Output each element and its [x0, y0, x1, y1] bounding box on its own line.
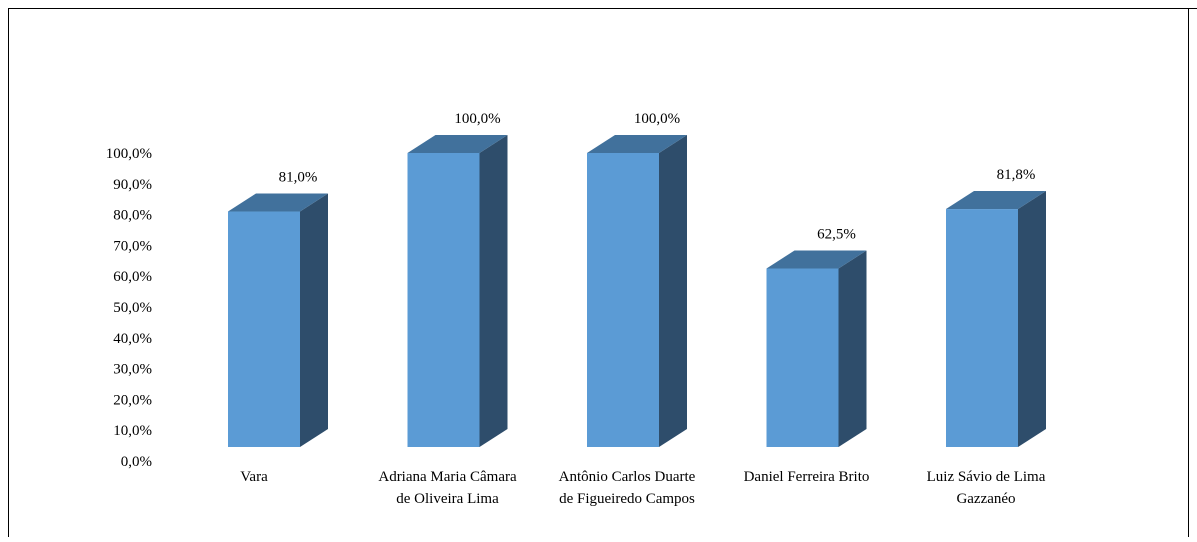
- y-tick-label: 30,0%: [113, 362, 152, 378]
- x-tick-label: de Oliveira Lima: [396, 491, 499, 507]
- y-tick-label: 20,0%: [113, 392, 152, 408]
- y-tick-label: 80,0%: [113, 208, 152, 224]
- x-tick-label: Vara: [240, 469, 268, 485]
- y-tick-label: 100,0%: [106, 146, 152, 162]
- bar: [587, 153, 659, 447]
- bar-top: [228, 193, 328, 212]
- x-tick-label: de Figueiredo Campos: [559, 491, 695, 507]
- bar: [407, 153, 480, 447]
- data-label: 81,0%: [279, 170, 318, 186]
- bar-top: [946, 191, 1046, 210]
- x-tick-label: Luiz Sávio de Lima: [927, 469, 1046, 485]
- data-label: 100,0%: [634, 111, 680, 127]
- y-tick-label: 10,0%: [113, 423, 152, 439]
- bar: [228, 211, 300, 447]
- data-label: 81,8%: [997, 167, 1036, 183]
- bar-side: [838, 250, 867, 447]
- y-tick-label: 0,0%: [121, 454, 152, 470]
- bars-group: [228, 135, 1046, 447]
- y-axis: 0,0% 10,0% 20,0% 30,0% 40,0% 50,0% 60,0% 70,0% 8…: [106, 146, 152, 470]
- bar-top: [407, 135, 508, 153]
- bar-top: [587, 135, 687, 153]
- x-tick-label: Gazzanéo: [956, 491, 1015, 507]
- y-tick-label: 40,0%: [113, 331, 152, 347]
- y-tick-label: 70,0%: [113, 238, 152, 254]
- y-tick-label: 50,0%: [113, 300, 152, 316]
- data-label: 62,5%: [817, 227, 856, 243]
- bar-side: [1018, 191, 1046, 447]
- bar-side: [479, 135, 508, 447]
- y-tick-label: 60,0%: [113, 269, 152, 285]
- bar-top: [766, 250, 867, 269]
- x-tick-label: Daniel Ferreira Brito: [744, 469, 870, 485]
- data-labels-group: 81,0% 100,0% 100,0% 62,5% 81,8%: [279, 111, 1036, 243]
- x-tick-label: Antônio Carlos Duarte: [559, 469, 696, 485]
- data-label: 100,0%: [454, 111, 500, 127]
- bar: [946, 209, 1018, 447]
- x-tick-label: Adriana Maria Câmara: [378, 469, 517, 485]
- bar-side: [659, 135, 687, 447]
- y-tick-label: 90,0%: [113, 177, 152, 193]
- bar: [766, 268, 839, 447]
- x-axis: Vara Adriana Maria Câmara de Oliveira Lima…: [240, 469, 1045, 507]
- bar-side: [300, 193, 328, 447]
